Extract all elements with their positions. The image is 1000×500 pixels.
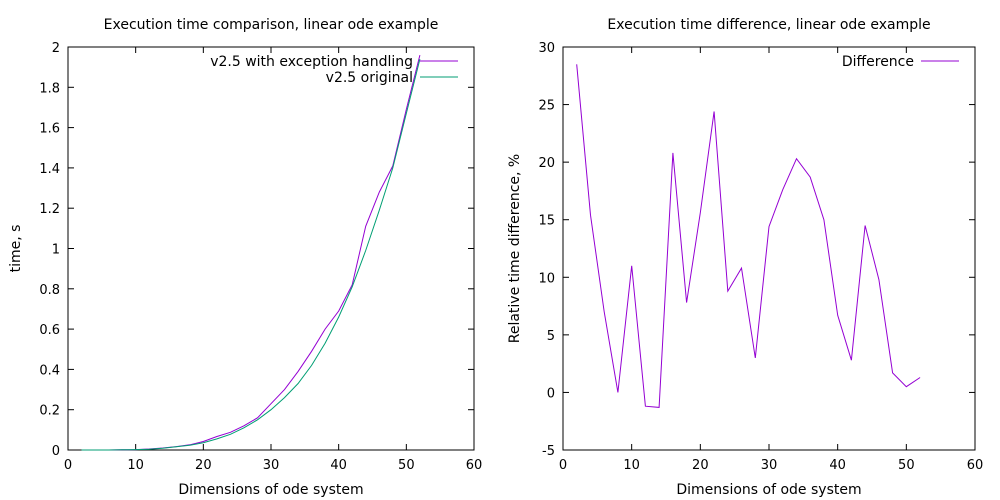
y-tick-label: 0.2 xyxy=(39,404,60,419)
y-tick-label: 1.6 xyxy=(39,122,60,137)
y-tick-label: 5 xyxy=(547,329,555,344)
y-tick-label: 15 xyxy=(538,214,555,229)
x-tick-label: 0 xyxy=(64,458,72,473)
x-tick-label: 10 xyxy=(623,458,640,473)
y-tick-label: 0.8 xyxy=(39,283,60,298)
y-tick-label: 30 xyxy=(538,41,555,56)
x-tick-label: 40 xyxy=(330,458,347,473)
legend-entry-label: v2.5 original xyxy=(326,70,413,86)
series-line-difference xyxy=(576,64,921,408)
y-tick-label: 1 xyxy=(52,243,60,258)
series-line-v2-5-original xyxy=(81,58,421,451)
legend-entry-label: Difference xyxy=(842,54,914,70)
y-tick-label: 0.4 xyxy=(39,363,60,378)
x-tick-label: 20 xyxy=(195,458,212,473)
y-tick-label: -5 xyxy=(542,444,555,459)
chart-title: Execution time difference, linear ode ex… xyxy=(607,17,930,33)
execution-time-difference-chart: Execution time difference, linear ode ex… xyxy=(507,17,983,498)
y-axis-label: Relative time difference, % xyxy=(507,154,523,343)
x-tick-label: 50 xyxy=(898,458,915,473)
y-tick-label: 2 xyxy=(52,41,60,56)
y-tick-label: 20 xyxy=(538,156,555,171)
y-tick-label: 0 xyxy=(547,386,555,401)
x-axis-label: Dimensions of ode system xyxy=(178,482,363,498)
plot-frame xyxy=(562,46,976,451)
series-line-v2-5-with-exception-handling xyxy=(81,54,421,451)
y-tick-label: 1.8 xyxy=(39,81,60,96)
x-tick-label: 40 xyxy=(829,458,846,473)
y-tick-label: 1.2 xyxy=(39,202,60,217)
y-tick-label: 25 xyxy=(538,99,555,114)
y-tick-label: 0 xyxy=(52,444,60,459)
chart-title: Execution time comparison, linear ode ex… xyxy=(104,17,439,33)
x-tick-label: 30 xyxy=(263,458,280,473)
x-tick-label: 10 xyxy=(127,458,144,473)
legend-entry-label: v2.5 with exception handling xyxy=(210,54,413,70)
x-tick-label: 50 xyxy=(398,458,415,473)
x-tick-label: 30 xyxy=(761,458,778,473)
execution-time-comparison-chart: Execution time comparison, linear ode ex… xyxy=(8,17,482,498)
x-tick-label: 60 xyxy=(967,458,984,473)
y-axis-label: time, s xyxy=(8,225,24,273)
y-tick-label: 0.6 xyxy=(39,323,60,338)
x-axis-label: Dimensions of ode system xyxy=(676,482,861,498)
x-tick-label: 0 xyxy=(559,458,567,473)
x-tick-label: 20 xyxy=(692,458,709,473)
y-tick-label: 1.4 xyxy=(39,162,60,177)
x-tick-label: 60 xyxy=(466,458,483,473)
y-tick-label: 10 xyxy=(538,271,555,286)
plot-frame xyxy=(67,46,475,451)
